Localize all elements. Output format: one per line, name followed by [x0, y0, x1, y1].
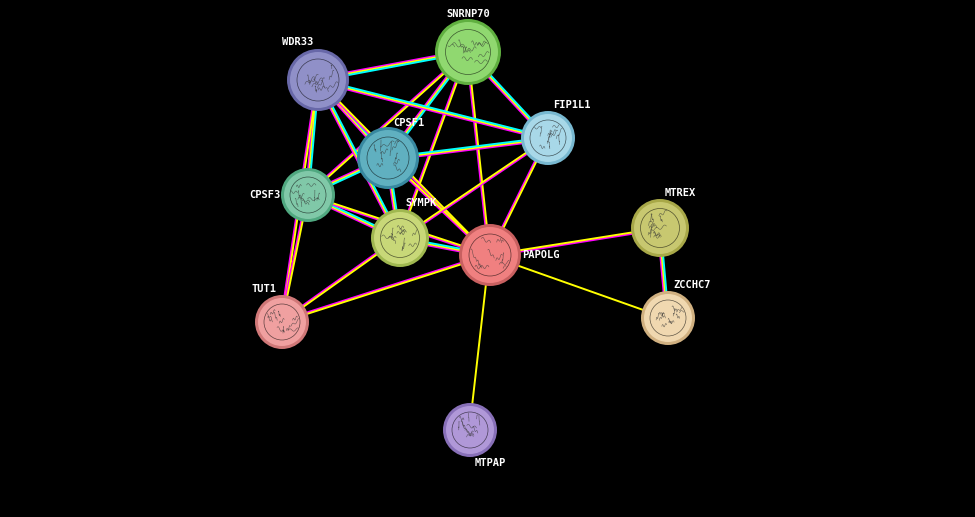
Circle shape: [524, 114, 572, 162]
Text: ZCCHC7: ZCCHC7: [673, 280, 711, 290]
Text: WDR33: WDR33: [282, 37, 313, 47]
Circle shape: [435, 19, 501, 85]
Circle shape: [631, 199, 689, 257]
Circle shape: [290, 52, 346, 108]
Circle shape: [641, 291, 695, 345]
Circle shape: [297, 59, 339, 101]
Text: SNRNP70: SNRNP70: [447, 9, 489, 19]
Circle shape: [284, 171, 332, 219]
Circle shape: [290, 177, 326, 213]
Text: FIP1L1: FIP1L1: [553, 100, 591, 110]
Circle shape: [521, 111, 575, 165]
Circle shape: [446, 29, 490, 74]
Circle shape: [357, 127, 419, 189]
Circle shape: [371, 209, 429, 267]
Circle shape: [641, 208, 680, 248]
Circle shape: [443, 403, 497, 457]
Circle shape: [462, 227, 518, 283]
Text: TUT1: TUT1: [252, 284, 277, 294]
Circle shape: [469, 234, 511, 276]
Circle shape: [634, 202, 686, 254]
Circle shape: [258, 298, 306, 346]
Circle shape: [367, 137, 409, 179]
Circle shape: [650, 300, 686, 336]
Text: PAPOLG: PAPOLG: [522, 250, 560, 260]
Circle shape: [374, 212, 426, 264]
Circle shape: [446, 406, 494, 454]
Circle shape: [380, 219, 419, 257]
Circle shape: [459, 224, 521, 286]
Text: CPSF1: CPSF1: [393, 118, 424, 128]
Text: SYMPK: SYMPK: [405, 198, 436, 208]
Circle shape: [360, 130, 416, 186]
Circle shape: [255, 295, 309, 349]
Circle shape: [530, 120, 566, 156]
Text: CPSF3: CPSF3: [249, 190, 280, 200]
Text: MTREX: MTREX: [665, 188, 696, 198]
Circle shape: [264, 304, 300, 340]
Circle shape: [287, 49, 349, 111]
Circle shape: [644, 294, 692, 342]
Circle shape: [452, 412, 488, 448]
Circle shape: [438, 22, 498, 82]
Circle shape: [281, 168, 335, 222]
Text: MTPAP: MTPAP: [475, 458, 506, 468]
